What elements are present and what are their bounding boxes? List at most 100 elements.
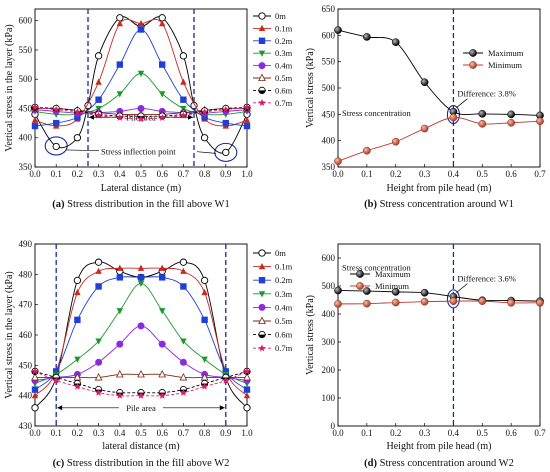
point-a-0-1 <box>52 142 60 151</box>
y-axis-label-c: Vertical stress in the layer (kPa) <box>4 271 15 398</box>
point-c-3-4 <box>116 308 123 315</box>
point-c-4-5 <box>137 322 145 330</box>
x-tick-label-c-9: 0.9 <box>220 428 232 438</box>
caption-d-text: Stress concentration around W2 <box>377 458 514 469</box>
point-c-1-7 <box>180 267 187 274</box>
legend-marker-c-4 <box>258 303 266 311</box>
caption-a-label: (a) <box>52 199 65 210</box>
legend-label-a-7: 0.7m <box>275 98 293 108</box>
point-c-1-4 <box>116 264 123 271</box>
x-tick-label-c-1: 0.1 <box>51 428 62 438</box>
point-a-2-3 <box>95 96 102 103</box>
x-tick-label-a-0: 0.0 <box>29 169 41 179</box>
x-tick-label-a-10: 1.0 <box>241 169 253 179</box>
legend-label-b-1: Minimum <box>488 60 522 70</box>
y-axis-label-d: Vertical stress (kPa) <box>305 295 316 375</box>
point-d-1-3 <box>420 297 429 306</box>
point-a-1-0 <box>31 116 39 123</box>
difference-ellipse-b <box>446 105 460 125</box>
x-tick-label-c-2: 0.2 <box>72 428 83 438</box>
point-c-2-9 <box>222 368 229 375</box>
x-tick-label-b-2: 0.2 <box>390 169 401 179</box>
legend-marker-a-0 <box>258 12 266 20</box>
point-c-0-10 <box>243 404 251 412</box>
point-a-0-10 <box>200 134 209 142</box>
legend-label-c-7: 0.7m <box>275 343 293 353</box>
point-a-0-7 <box>158 14 166 22</box>
point-c-2-6 <box>159 274 166 281</box>
point-a-7-2 <box>73 108 82 116</box>
concentration-label-b: Stress concentration <box>342 108 411 118</box>
y-tick-label-d-3: 300 <box>322 337 336 347</box>
concentration-label-d: Stress concentration <box>342 263 411 273</box>
caption-c-label: (c) <box>53 458 65 469</box>
point-a-7-3 <box>94 111 103 119</box>
x-tick-label-c-5: 0.5 <box>135 428 147 438</box>
legend-marker-b-0 <box>469 49 477 57</box>
x-tick-label-a-7: 0.7 <box>178 169 190 179</box>
point-c-7-1 <box>52 376 60 384</box>
point-a-2-7 <box>180 96 187 103</box>
y-tick-label-b-4: 550 <box>322 57 336 67</box>
difference-ellipse-d <box>446 289 460 309</box>
legend-marker-a-2 <box>258 37 266 44</box>
point-b-1-5 <box>478 119 487 128</box>
point-a-2-9 <box>222 119 229 127</box>
legend-marker-c-3 <box>258 291 266 298</box>
x-tick-label-c-4: 0.4 <box>114 428 126 438</box>
point-a-1-10 <box>243 116 251 123</box>
y-tick-label-b-0: 350 <box>322 162 336 172</box>
x-tick-label-a-6: 0.6 <box>157 169 169 179</box>
legend-marker-d-0 <box>356 270 364 278</box>
point-a-7-6 <box>158 114 166 121</box>
point-d-1-7 <box>536 298 544 307</box>
point-a-7-10 <box>243 103 251 111</box>
y-tick-label-b-1: 400 <box>322 136 336 146</box>
panel-a: 0.0 0.1 0.2 0.3 0.4 0.5 0.6 0.7 0.8 0.9 1.0 350 400 4… <box>4 8 293 210</box>
legend-label-d-1: Minimum <box>375 281 409 291</box>
y-tick-label-d-0: 0 <box>331 421 336 431</box>
point-d-1-1 <box>363 299 371 308</box>
point-c-2-0 <box>31 386 39 393</box>
pile-area-arrowhead-left-c <box>57 405 63 411</box>
point-d-0-1 <box>363 287 371 295</box>
point-c-5-10 <box>243 372 251 381</box>
legend-label-a-3: 0.3m <box>275 48 293 58</box>
x-tick-label-d-0: 0.0 <box>332 428 344 438</box>
point-d-1-2 <box>391 298 400 307</box>
point-b-0-6 <box>507 110 515 119</box>
point-a-2-4 <box>116 61 123 68</box>
x-tick-label-a-2: 0.2 <box>72 169 83 179</box>
point-a-1-7 <box>180 78 187 85</box>
y-tick-label-d-2: 200 <box>322 365 336 375</box>
y-tick-label-c-2: 450 <box>19 360 33 370</box>
x-tick-label-d-5: 0.5 <box>477 428 489 438</box>
y-tick-label-a-3: 500 <box>19 74 33 84</box>
x-axis-label-d: Height from pile head (m) <box>387 441 492 452</box>
y-tick-label-a-0: 350 <box>19 162 33 172</box>
x-tick-label-a-5: 0.5 <box>135 169 147 179</box>
point-c-7-4 <box>116 391 124 399</box>
point-a-7-0 <box>31 103 39 111</box>
point-c-2-1 <box>53 368 60 375</box>
point-c-4-7 <box>179 358 187 366</box>
legend-label-c-4: 0.4m <box>275 302 293 312</box>
point-d-0-2 <box>391 288 400 296</box>
point-a-3-5 <box>137 70 145 77</box>
x-tick-label-b-0: 0.0 <box>332 169 344 179</box>
pile-area-arrowhead-left-a <box>89 114 94 120</box>
x-tick-label-d-1: 0.1 <box>361 428 372 438</box>
caption-a: (a) Stress distribution in the fill abov… <box>52 199 229 210</box>
point-c-1-5 <box>137 264 145 271</box>
point-c-7-7 <box>179 388 188 396</box>
point-c-2-5 <box>137 274 145 281</box>
point-a-0-2 <box>73 134 82 142</box>
x-axis-label-a: Lateral distance (m) <box>101 183 182 194</box>
pile-area-arrowhead-right-a <box>188 114 193 120</box>
point-c-2-3 <box>95 283 102 290</box>
y-axis-label-b: Vertical stress (kPa) <box>305 48 316 128</box>
point-a-2-5 <box>137 26 145 33</box>
x-tick-label-b-5: 0.5 <box>477 169 489 179</box>
y-tick-label-b-3: 500 <box>322 83 336 93</box>
point-d-1-6 <box>507 298 515 307</box>
